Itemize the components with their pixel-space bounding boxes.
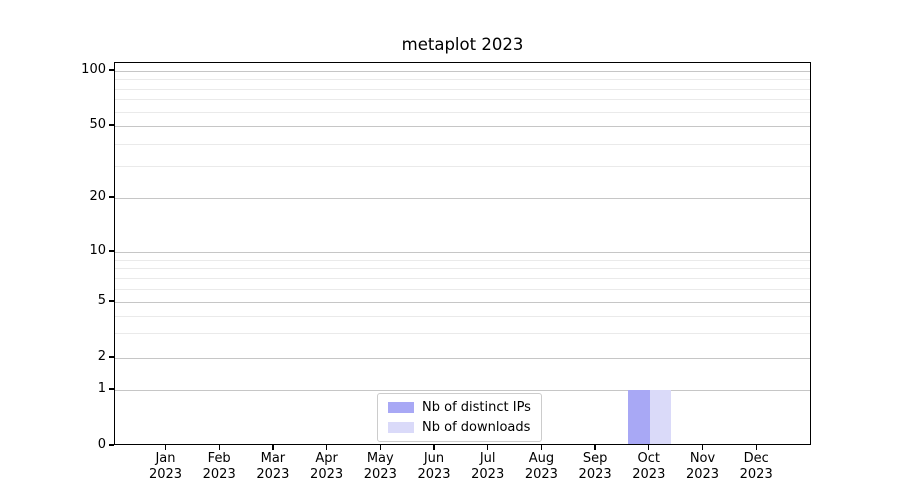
y-tick-label: 20 <box>89 189 106 204</box>
x-tick-month: Jul <box>479 451 496 466</box>
x-tick-mark <box>701 445 704 450</box>
minor-gridline <box>115 166 810 168</box>
minor-gridline <box>115 288 810 290</box>
x-tick-mark <box>755 445 757 450</box>
bar-oct-nb-of-distinct-ips <box>628 390 650 444</box>
x-tick-mark <box>379 445 381 450</box>
minor-gridline <box>115 333 810 335</box>
x-tick-mark <box>540 445 543 450</box>
x-tick-year: 2023 <box>417 466 451 482</box>
x-tick-label-oct: Oct 2023 <box>617 451 681 482</box>
x-tick-mark <box>648 445 650 450</box>
y-tick-mark <box>109 250 114 252</box>
x-tick-month: May <box>366 451 394 466</box>
chart-title: metaplot 2023 <box>401 35 524 54</box>
major-gridline <box>115 302 810 303</box>
y-tick-label: 50 <box>89 117 106 132</box>
legend-swatch-icon <box>388 402 414 413</box>
major-gridline <box>115 126 810 127</box>
x-tick-month: Feb <box>207 451 231 466</box>
x-tick-year: 2023 <box>739 466 773 482</box>
x-tick-label-jul: Jul 2023 <box>456 451 520 482</box>
x-tick-year: 2023 <box>632 466 666 482</box>
x-tick-mark <box>487 445 489 450</box>
x-tick-year: 2023 <box>524 466 558 482</box>
x-tick-month: Aug <box>528 451 555 466</box>
minor-gridline <box>115 277 810 279</box>
x-tick-mark <box>594 445 596 450</box>
x-tick-year: 2023 <box>148 466 183 482</box>
minor-gridline <box>115 259 810 261</box>
y-tick-label: 5 <box>97 293 106 308</box>
legend-item: Nb of downloads <box>388 420 531 435</box>
x-tick-label-mar: Mar 2023 <box>241 451 305 482</box>
major-gridline <box>115 252 810 253</box>
y-tick-mark <box>109 444 114 446</box>
x-tick-month: Jun <box>423 451 445 466</box>
minor-gridline <box>115 88 810 90</box>
x-tick-month: Oct <box>637 451 661 466</box>
minor-gridline <box>115 268 810 270</box>
y-tick-label: 10 <box>89 243 106 258</box>
plot-area: Nb of distinct IPs Nb of downloads <box>114 62 811 445</box>
x-tick-year: 2023 <box>256 466 290 482</box>
y-tick-mark <box>109 300 114 302</box>
legend-label: Nb of downloads <box>422 420 531 435</box>
x-tick-mark <box>272 445 274 450</box>
minor-gridline <box>115 315 810 317</box>
x-tick-label-may: May 2023 <box>348 451 412 482</box>
major-gridline <box>115 71 810 72</box>
x-tick-label-jun: Jun 2023 <box>402 451 466 482</box>
y-tick-label: 2 <box>97 349 106 364</box>
x-tick-mark <box>433 445 435 450</box>
x-tick-label-dec: Dec 2023 <box>724 451 788 482</box>
legend: Nb of distinct IPs Nb of downloads <box>377 393 542 442</box>
x-tick-label-sep: Sep 2023 <box>563 451 627 482</box>
minor-gridline <box>115 99 810 101</box>
x-tick-label-jan: Jan 2023 <box>134 451 198 482</box>
x-tick-mark <box>325 445 328 450</box>
legend-label: Nb of distinct IPs <box>422 400 531 415</box>
y-tick-label: 100 <box>81 62 106 77</box>
x-tick-year: 2023 <box>471 466 505 482</box>
legend-swatch-icon <box>388 422 414 433</box>
legend-item: Nb of distinct IPs <box>388 400 531 415</box>
x-tick-year: 2023 <box>685 466 720 482</box>
x-tick-month: Jan <box>155 451 176 466</box>
x-tick-month: Dec <box>743 451 769 466</box>
x-tick-mark <box>218 445 220 450</box>
x-tick-month: Apr <box>315 451 338 466</box>
x-tick-label-nov: Nov 2023 <box>671 451 735 482</box>
x-tick-label-feb: Feb 2023 <box>187 451 251 482</box>
bar-oct-nb-of-downloads <box>649 390 672 444</box>
y-tick-label: 1 <box>97 381 106 396</box>
x-tick-year: 2023 <box>310 466 344 482</box>
minor-gridline <box>115 111 810 113</box>
y-tick-mark <box>109 124 114 126</box>
major-gridline <box>115 390 810 391</box>
x-tick-year: 2023 <box>363 466 397 482</box>
y-tick-mark <box>109 196 114 198</box>
y-tick-mark <box>109 356 114 358</box>
x-tick-year: 2023 <box>202 466 236 482</box>
major-gridline <box>115 358 810 359</box>
x-tick-month: Mar <box>260 451 286 466</box>
minor-gridline <box>115 143 810 145</box>
x-tick-month: Sep <box>582 451 608 466</box>
x-tick-label-aug: Aug 2023 <box>509 451 573 482</box>
x-tick-mark <box>164 445 167 450</box>
y-tick-label: 0 <box>97 437 106 452</box>
x-tick-month: Nov <box>689 451 716 466</box>
x-tick-label-apr: Apr 2023 <box>295 451 359 482</box>
y-tick-mark <box>109 388 114 390</box>
y-tick-mark <box>109 69 114 71</box>
major-gridline <box>115 198 810 199</box>
minor-gridline <box>115 79 810 81</box>
x-tick-year: 2023 <box>578 466 612 482</box>
